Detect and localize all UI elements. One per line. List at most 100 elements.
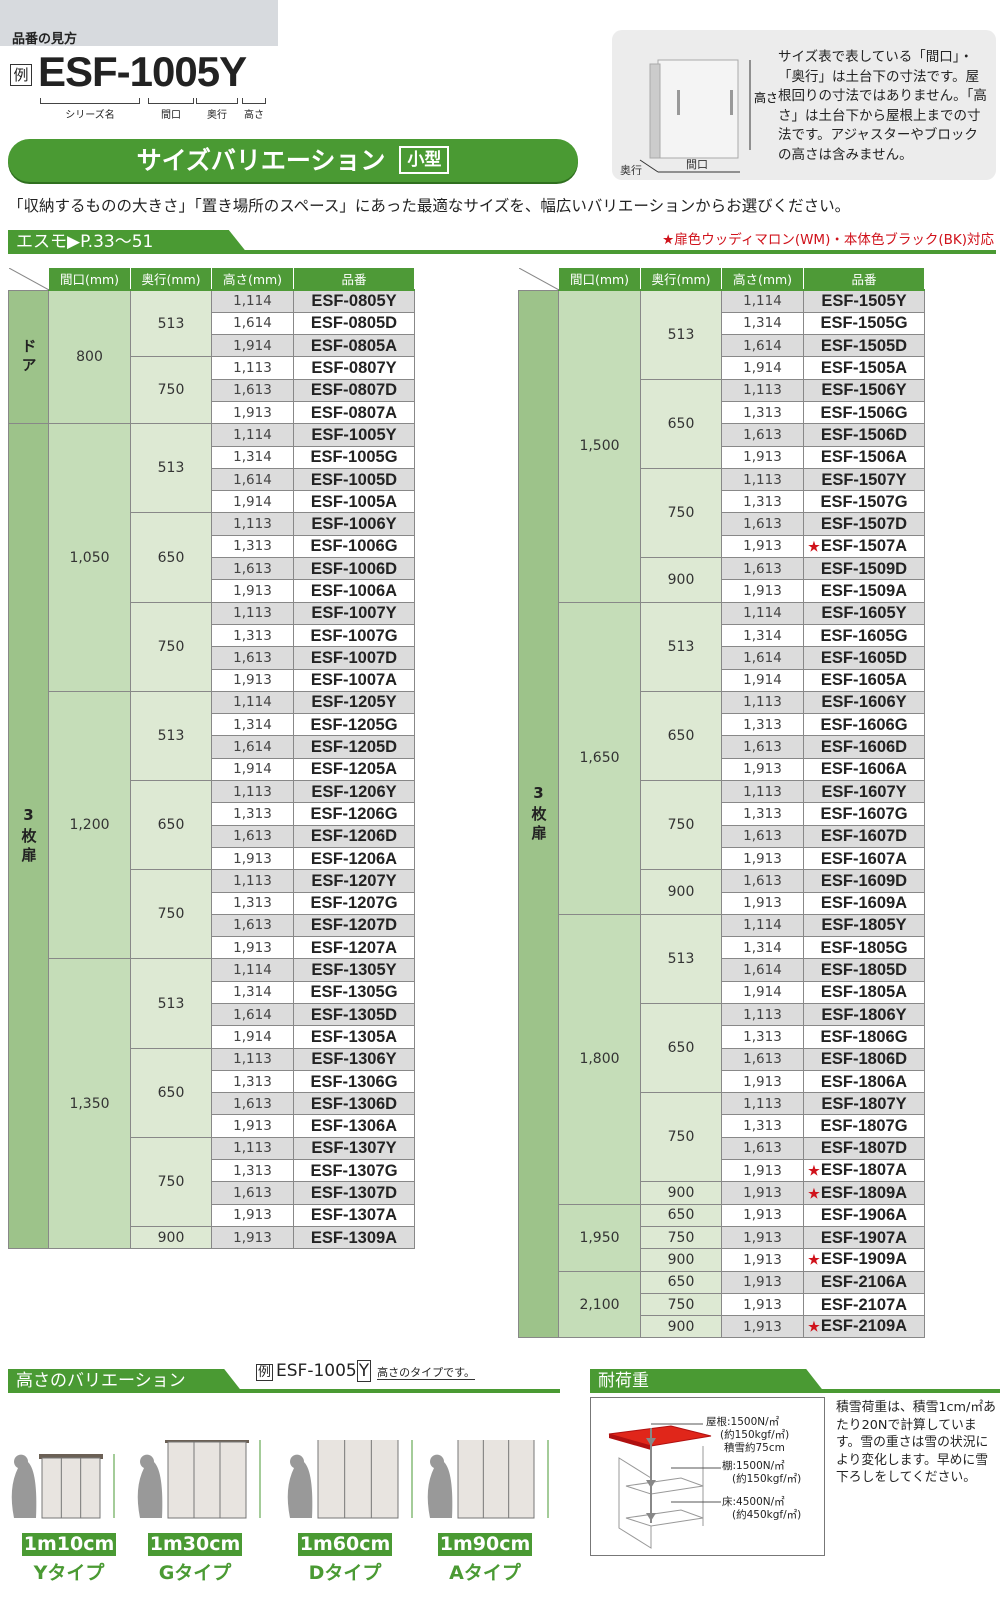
width-cell: 1,800 <box>558 913 641 1205</box>
star-icon: ★ <box>808 1252 820 1268</box>
product-code-cell: ESF-1605G <box>803 623 925 648</box>
height-cell: 1,613 <box>211 1092 294 1116</box>
star-icon: ★ <box>808 1163 820 1179</box>
height-cell: 1,113 <box>211 869 294 893</box>
door-type-cell: 3枚扉 <box>8 423 49 1250</box>
height-badge: 1m90cm <box>438 1533 532 1556</box>
height-cell: 1,614 <box>211 311 294 336</box>
table-row: 1,313 ESF-1207G <box>9 891 415 915</box>
part-label-width: 間口 <box>161 110 181 121</box>
table-row: 1,613 ESF-1207D <box>9 913 415 938</box>
example-mark: 例 <box>10 64 32 86</box>
height-cell: 1,313 <box>721 490 804 514</box>
height-cell: 1,613 <box>721 423 804 447</box>
height-cell: 1,613 <box>721 1136 804 1161</box>
product-code-cell: ESF-1005Y <box>293 423 415 447</box>
example-code: ESF-1005Y <box>38 48 247 95</box>
product-code-cell: ESF-1806G <box>803 1025 925 1049</box>
table-row: 750 1,113 ESF-1307Y <box>9 1136 415 1227</box>
table-row: 1,613 ESF-1306D <box>9 1092 415 1116</box>
table-row: 750 1,913 ESF-1907A <box>519 1225 925 1250</box>
product-code-cell: ESF-1305A <box>293 1025 415 1049</box>
product-code-cell: ESF-1805Y <box>803 913 925 938</box>
height-cell: 1,313 <box>211 534 294 559</box>
product-code-cell: ESF-1305Y <box>293 958 415 982</box>
column-header: 高さ(mm) <box>211 267 294 291</box>
height-cell: 1,914 <box>721 668 804 692</box>
person-silhouette-icon <box>427 1454 453 1518</box>
door-type-cell: ドア <box>8 289 49 425</box>
product-code: ESF-1307D <box>310 1184 398 1203</box>
table-row: 1,313 ESF-1006G <box>9 534 415 559</box>
table-row: 1,313 ESF-1606G <box>519 713 925 737</box>
height-cell: 1,913 <box>721 891 804 915</box>
height-cell: 1,313 <box>211 623 294 648</box>
table-header-row: 間口(mm) 奥行(mm) 高さ(mm) 品番 <box>8 267 415 291</box>
height-cell: 1,913 <box>211 1225 294 1250</box>
product-code-cell: ESF-1307D <box>293 1181 415 1205</box>
size-table-left: 間口(mm) 奥行(mm) 高さ(mm) 品番 ドア 800 513 1,114 ESF-080… <box>8 267 415 1250</box>
table-row: 1,613 ESF-1607D <box>519 824 925 848</box>
shelf-load-n: 棚:1500N/㎡ <box>722 1460 785 1472</box>
product-code: ESF-1606A <box>820 760 908 779</box>
height-type-label: Aタイプ <box>449 1562 521 1584</box>
product-code: ESF-1005G <box>310 448 398 467</box>
table-row: 1,613 ESF-1206D <box>9 824 415 848</box>
depth-cell: 650 <box>640 1203 722 1227</box>
depth-cell: 750 <box>640 467 722 559</box>
product-code: ESF-1809A <box>820 1183 908 1202</box>
bracket-height <box>242 98 266 104</box>
height-cell: 1,113 <box>721 780 804 804</box>
product-code-cell: ESF-1005A <box>293 490 415 514</box>
table-row: 1,913 ESF-1206A <box>9 846 415 871</box>
product-code: ESF-0807A <box>310 403 398 422</box>
product-code-cell: ESF-1006G <box>293 534 415 559</box>
product-code: ESF-1307G <box>310 1161 398 1180</box>
product-code: ESF-1305Y <box>311 961 397 980</box>
height-cell: 1,913 <box>721 579 804 603</box>
product-code-cell: ESF-1006A <box>293 579 415 603</box>
roof-load-kgf: (約150kgf/㎡) <box>720 1429 790 1441</box>
product-code: ESF-2106A <box>820 1273 908 1292</box>
product-code: ESF-1607D <box>820 827 908 846</box>
product-code: ESF-1309A <box>310 1228 398 1247</box>
product-code: ESF-1205D <box>310 738 398 757</box>
height-cell: 1,313 <box>211 891 294 915</box>
banner-badge: 小型 <box>399 146 450 174</box>
product-code-cell: ★ESF-1807A <box>803 1159 925 1183</box>
table-row: 900 1,913 ★ESF-2109A <box>519 1315 925 1339</box>
height-cell: 1,113 <box>211 356 294 380</box>
height-cell: 1,113 <box>721 1092 804 1116</box>
table-row: 650 1,113 ESF-1606Y <box>519 690 925 782</box>
product-code: ESF-1807G <box>820 1117 908 1136</box>
table-row: 750 1,113 ESF-1207Y <box>9 869 415 960</box>
height-badge: 1m30cm <box>148 1533 242 1556</box>
product-code: ESF-1607G <box>820 804 908 823</box>
product-code-cell: ESF-1609D <box>803 869 925 893</box>
height-cell: 1,913 <box>211 1114 294 1138</box>
table-row: 1,613 ESF-1307D <box>9 1181 415 1205</box>
shed-illustration <box>427 1440 549 1519</box>
table-header-row: 間口(mm) 奥行(mm) 高さ(mm) 品番 <box>518 267 925 291</box>
table-row: 2,100 650 1,913 ESF-2106A <box>519 1270 925 1339</box>
product-code-cell: ESF-1007D <box>293 646 415 670</box>
table-row: 1,350 513 1,114 ESF-1305Y <box>9 958 415 1250</box>
product-code: ESF-2107A <box>820 1295 908 1314</box>
howto-header-bg <box>0 0 278 46</box>
product-code: ESF-2109A <box>820 1317 908 1336</box>
height-cell: 1,913 <box>721 1203 804 1227</box>
depth-cell: 513 <box>130 690 212 782</box>
depth-cell: 900 <box>640 1248 722 1272</box>
product-code-cell: ESF-1506A <box>803 445 925 469</box>
height-cell: 1,913 <box>211 1203 294 1227</box>
height-cell: 1,913 <box>721 1315 804 1339</box>
height-cell: 1,913 <box>721 1069 804 1094</box>
product-code-cell: ESF-1007G <box>293 623 415 648</box>
product-code-cell: ESF-1307A <box>293 1203 415 1227</box>
product-code-cell: ESF-1206D <box>293 824 415 848</box>
depth-cell: 750 <box>130 601 212 692</box>
height-cell: 1,613 <box>721 1047 804 1071</box>
height-cell: 1,614 <box>211 1002 294 1027</box>
height-cell: 1,313 <box>721 713 804 737</box>
height-cell: 1,914 <box>721 356 804 380</box>
